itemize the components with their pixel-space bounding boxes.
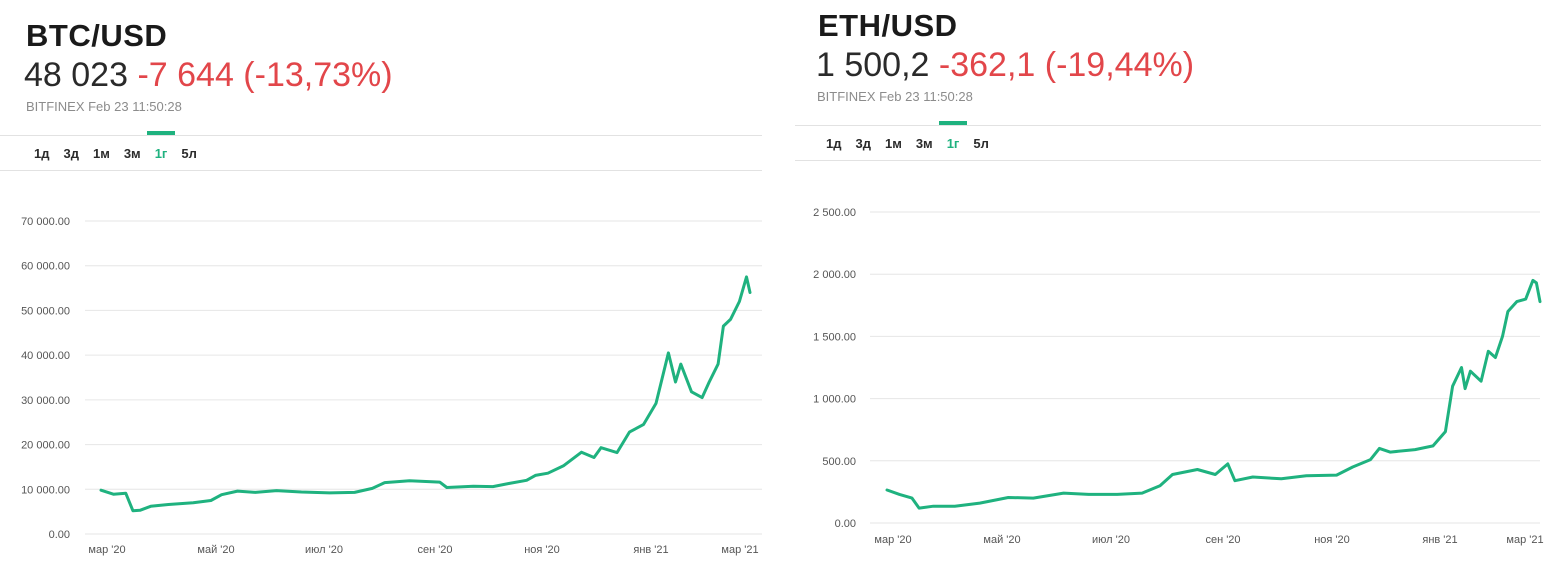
tab-period-1m[interactable]: 1м: [92, 146, 110, 161]
tab-period-3d[interactable]: 3д: [63, 146, 79, 161]
pair-title: BTC/USD: [26, 18, 168, 53]
y-tick-label: 20 000.00: [21, 440, 70, 452]
source-timestamp: BITFINEX Feb 23 11:50:28: [817, 89, 973, 104]
x-tick-label: май '20: [197, 544, 234, 556]
price-quote: 48 023 -7 644 (-13,73%): [24, 56, 393, 95]
y-tick-label: 70 000.00: [21, 216, 70, 228]
last-price: 48 023: [24, 56, 128, 94]
tab-period-5y[interactable]: 5л: [181, 146, 197, 161]
tab-period-5y[interactable]: 5л: [973, 136, 989, 151]
x-tick-label: сен '20: [1205, 534, 1240, 546]
period-tabs: 1д 3д 1м 3м 1г 5л: [27, 131, 204, 162]
pair-title: ETH/USD: [818, 8, 958, 43]
y-tick-label: 0.00: [835, 518, 856, 530]
y-tick-label: 50 000.00: [21, 305, 70, 317]
x-tick-label: мар '20: [874, 534, 911, 546]
price-quote: 1 500,2 -362,1 (-19,44%): [816, 46, 1194, 85]
x-tick-label: мар '21: [721, 544, 758, 556]
tab-period-1m[interactable]: 1м: [884, 136, 902, 151]
y-tick-label: 30 000.00: [21, 395, 70, 407]
eth-panel: ETH/USD 1 500,2 -362,1 (-19,44%) BITFINE…: [795, 0, 1558, 586]
y-tick-label: 2 500.00: [813, 207, 856, 219]
price-line: [99, 275, 752, 513]
x-tick-label: ноя '20: [1314, 534, 1350, 546]
price-change: -7 644 (-13,73%): [137, 56, 393, 94]
x-tick-label: июл '20: [305, 544, 343, 556]
source-timestamp: BITFINEX Feb 23 11:50:28: [26, 99, 182, 114]
x-tick-label: сен '20: [417, 544, 452, 556]
x-tick-label: июл '20: [1092, 534, 1130, 546]
y-tick-label: 2 000.00: [813, 269, 856, 281]
y-tick-label: 40 000.00: [21, 350, 70, 362]
y-tick-label: 500.00: [822, 456, 856, 468]
x-tick-label: мар '21: [1506, 534, 1543, 546]
y-tick-label: 60 000.00: [21, 261, 70, 273]
y-tick-label: 1 500.00: [813, 331, 856, 343]
tab-period-1y[interactable]: 1г: [938, 121, 967, 152]
last-price: 1 500,2: [816, 46, 930, 84]
divider: [795, 125, 1541, 126]
x-tick-label: май '20: [983, 534, 1020, 546]
x-tick-label: мар '20: [88, 544, 125, 556]
tab-period-3m[interactable]: 3м: [915, 136, 933, 151]
x-tick-label: янв '21: [633, 544, 668, 556]
tab-period-1d[interactable]: 1д: [826, 136, 842, 151]
tab-period-3d[interactable]: 3д: [855, 136, 871, 151]
tab-period-1y[interactable]: 1г: [146, 131, 175, 162]
period-tabs: 1д 3д 1м 3м 1г 5л: [819, 121, 996, 152]
eth-price-chart: 0.00 500.00 1 000.00 1 500.00 2 000.00 2 500.…: [813, 207, 1543, 546]
x-tick-label: ноя '20: [524, 544, 560, 556]
tab-period-3m[interactable]: 3м: [123, 146, 141, 161]
tab-period-1d[interactable]: 1д: [34, 146, 50, 161]
divider: [0, 170, 762, 171]
x-tick-label: янв '21: [1422, 534, 1457, 546]
btc-panel: BTC/USD 48 023 -7 644 (-13,73%) BITFINEX…: [0, 0, 775, 586]
btc-price-chart: 0.00 10 000.00 20 000.00 30 000.00 40 000.00…: [21, 216, 762, 556]
y-tick-label: 0.00: [49, 529, 70, 541]
y-tick-label: 1 000.00: [813, 394, 856, 406]
price-line: [885, 278, 1542, 510]
divider: [795, 160, 1541, 161]
divider: [0, 135, 762, 136]
price-change: -362,1 (-19,44%): [938, 46, 1195, 84]
y-tick-label: 10 000.00: [21, 484, 70, 496]
